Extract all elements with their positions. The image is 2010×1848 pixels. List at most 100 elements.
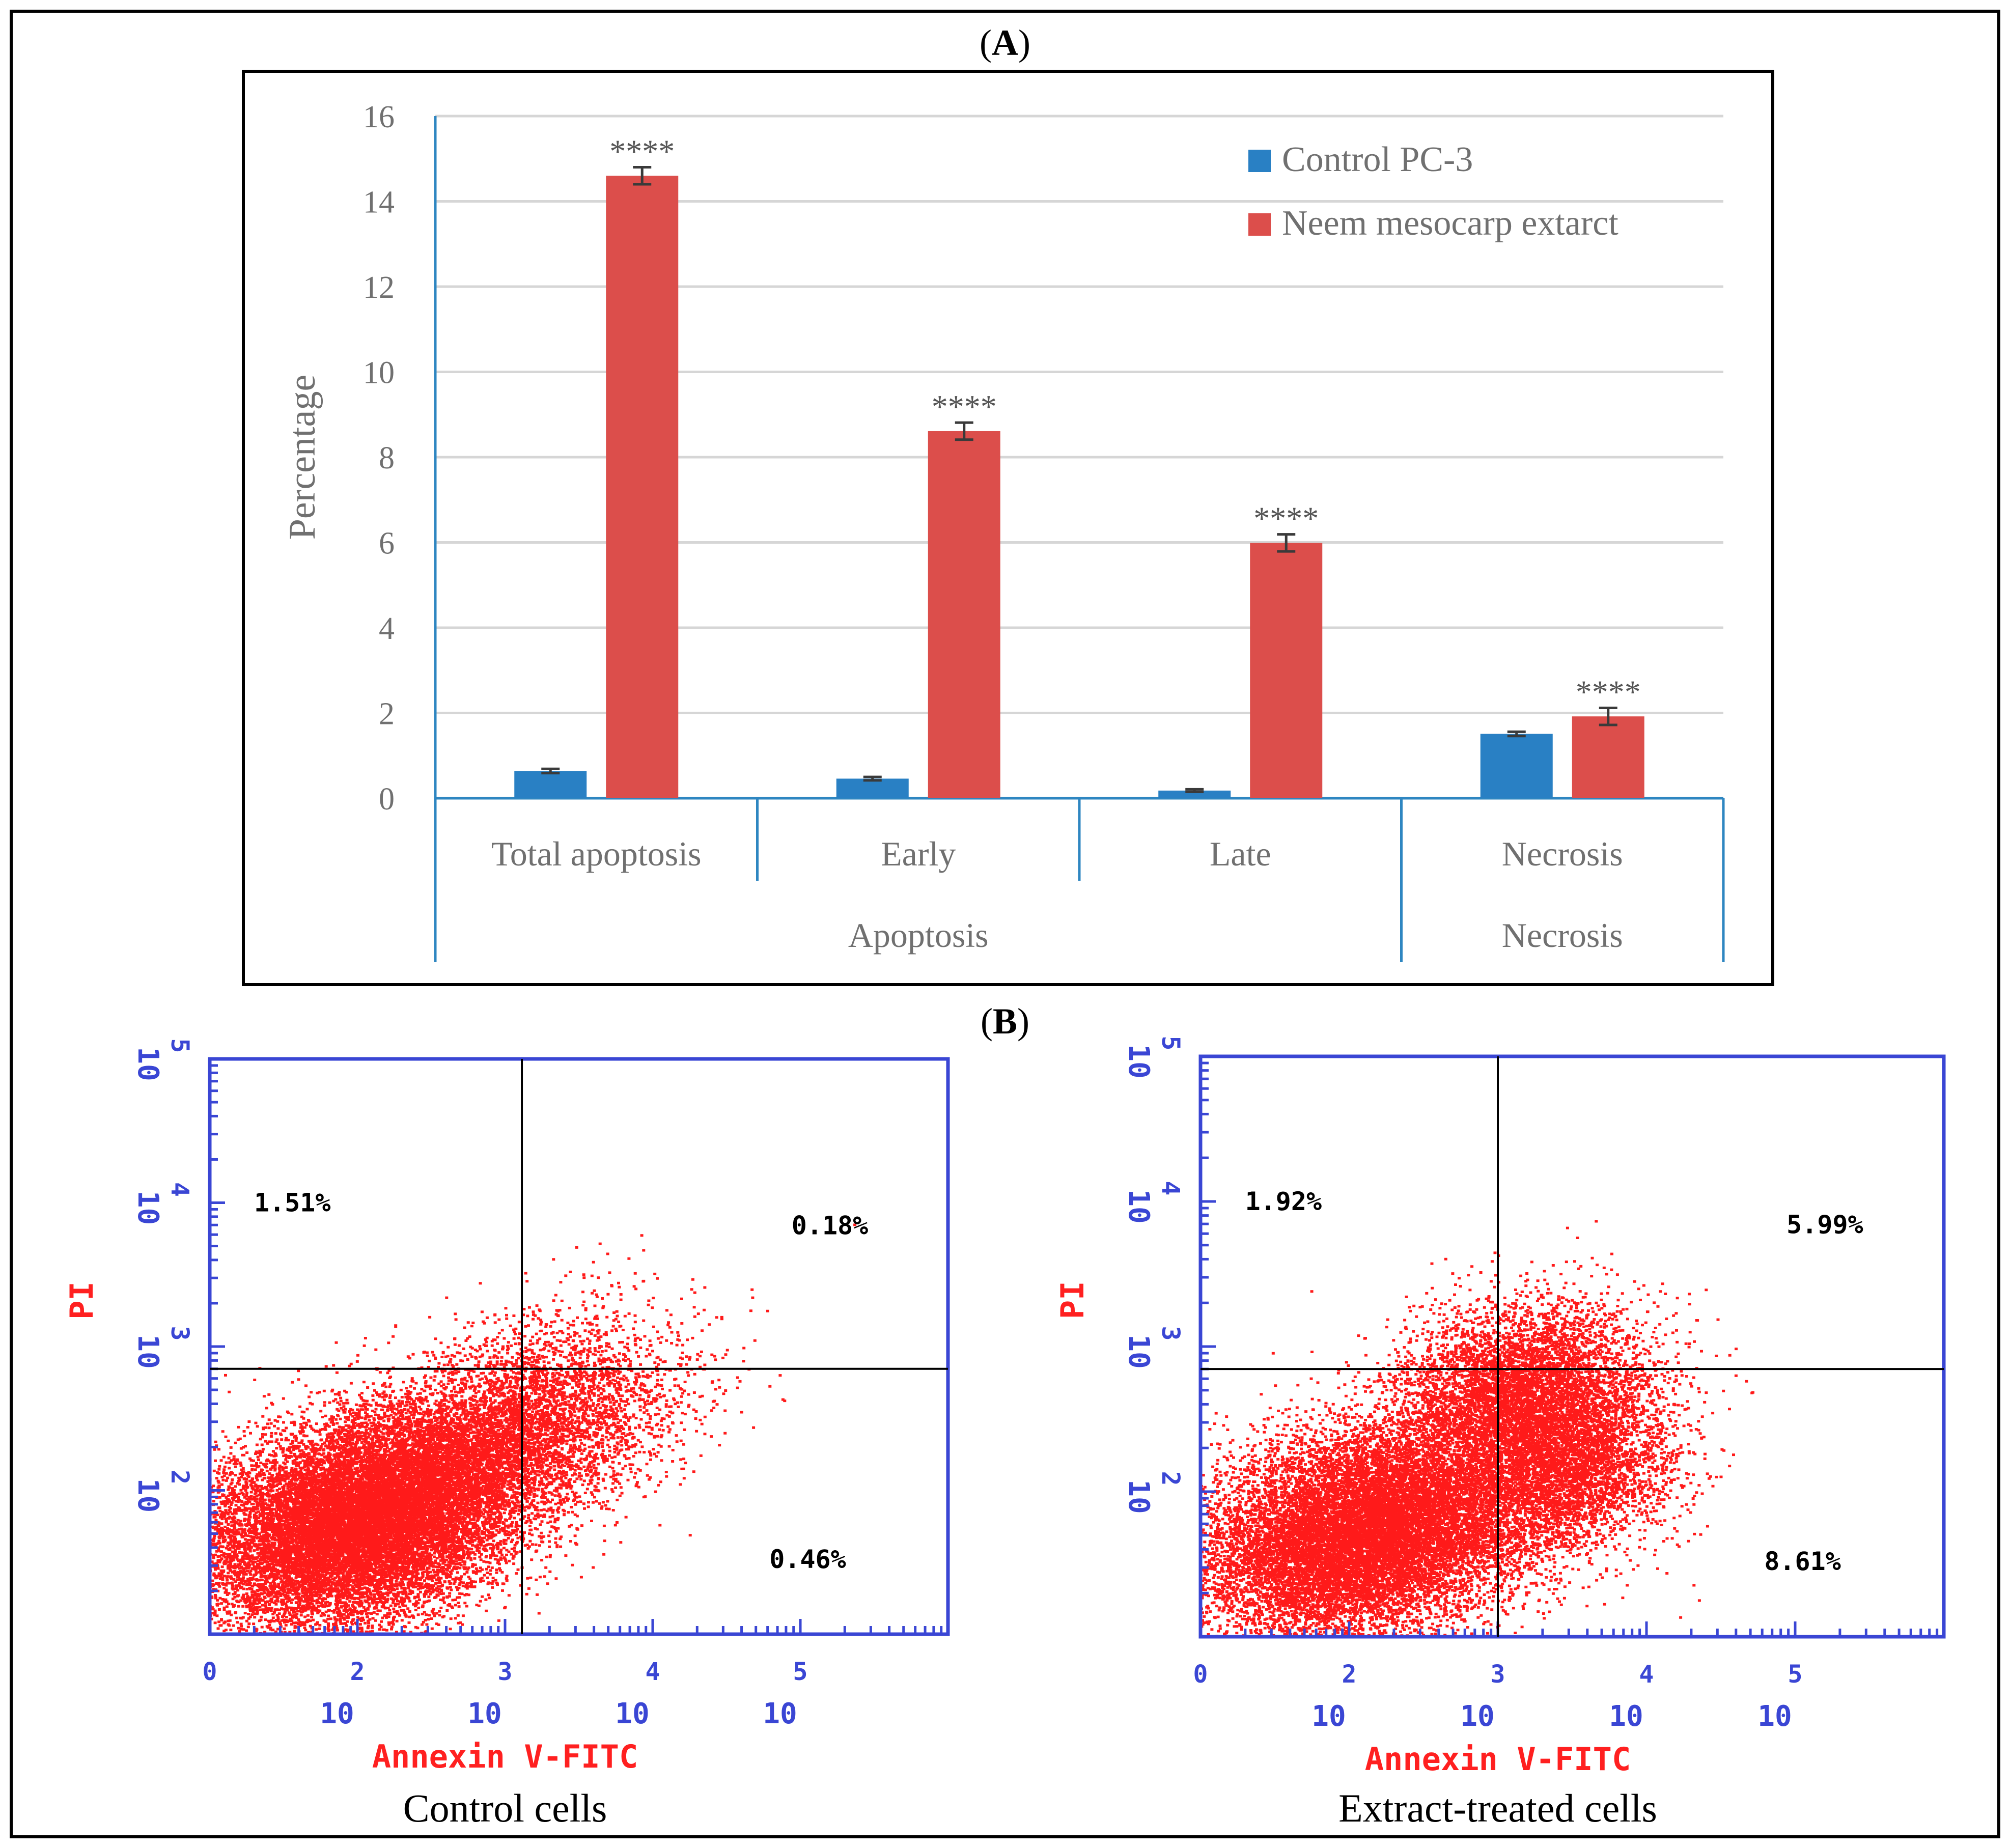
- quadrant-lower-right-label: 0.46%: [769, 1545, 846, 1574]
- bar-control-pc-3-necrosis: [1480, 734, 1553, 798]
- y-tick-label-4: 4: [379, 611, 395, 646]
- y-tick-exponent-3: 3: [1156, 1326, 1185, 1341]
- x-tick-exponent-3: 3: [1491, 1660, 1505, 1689]
- y-tick-exponent-4: 4: [1156, 1181, 1185, 1196]
- y-axis-title: Percentage: [282, 375, 323, 540]
- x-tick-label-necrosis: Necrosis: [1502, 834, 1623, 873]
- significance-label-necrosis: ****: [1576, 674, 1641, 710]
- y-tick-base-4: 10: [131, 1191, 164, 1225]
- quadrant-upper-right-label: 0.18%: [792, 1211, 869, 1241]
- x-tick-base-5: 10: [763, 1697, 797, 1730]
- x-tick-exponent-5: 5: [1788, 1660, 1803, 1689]
- x-tick-exponent-0: 0: [1193, 1660, 1208, 1689]
- x-tick-exponent-3: 3: [498, 1658, 513, 1686]
- scatter-dot-cloud: [210, 1223, 857, 1634]
- error-bar-neem-mesocarp-extarct-early: [955, 421, 973, 441]
- legend-swatch-control-pc-3: [1248, 150, 1271, 172]
- error-bar-neem-mesocarp-extarct-necrosis: [1599, 706, 1617, 726]
- x-tick-exponent-0: 0: [203, 1658, 217, 1686]
- error-bar-control-pc-3-early: [863, 775, 882, 782]
- quadrant-lower-right-label: 8.61%: [1764, 1547, 1841, 1576]
- y-tick-base-2: 10: [1122, 1479, 1155, 1514]
- y-tick-base-5: 10: [1122, 1044, 1155, 1078]
- panel-b-title: (B): [981, 1001, 1029, 1042]
- group-label-necrosis: Necrosis: [1502, 916, 1623, 955]
- y-tick-exponent-2: 2: [165, 1470, 194, 1485]
- significance-label-total-apoptosis: ****: [609, 133, 675, 170]
- bar-control-pc-3-late: [1158, 790, 1231, 798]
- bar-chart-frame: [242, 70, 1774, 986]
- quadrant-upper-right-label: 5.99%: [1786, 1210, 1863, 1240]
- bar-neem-mesocarp-extarct-early: [928, 431, 1000, 798]
- x-tick-base-2: 10: [1311, 1700, 1346, 1733]
- error-bar-control-pc-3-total-apoptosis: [541, 767, 560, 775]
- y-axis-title: PI: [63, 1281, 100, 1320]
- bar-control-pc-3-early: [836, 778, 909, 798]
- error-bar-control-pc-3-late: [1185, 788, 1204, 793]
- legend-swatch-neem-mesocarp-extarct: [1248, 213, 1271, 236]
- error-bar-neem-mesocarp-extarct-total-apoptosis: [633, 166, 652, 186]
- error-bar-control-pc-3-necrosis: [1507, 730, 1526, 738]
- scatter-dot-cloud: [1201, 1220, 1754, 1637]
- y-tick-label-2: 2: [379, 697, 395, 732]
- x-tick-exponent-4: 4: [646, 1658, 660, 1686]
- scatter-dots: [210, 1223, 857, 1634]
- y-tick-base-2: 10: [131, 1478, 164, 1513]
- panel-a-close-paren: ): [1018, 22, 1030, 63]
- group-label-apoptosis: Apoptosis: [848, 916, 989, 955]
- y-tick-label-8: 8: [379, 441, 395, 475]
- x-tick-base-4: 10: [1609, 1700, 1643, 1733]
- legend-label-neem-mesocarp-extarct: Neem mesocarp extarct: [1282, 204, 1618, 243]
- y-axis-title: PI: [1054, 1281, 1091, 1319]
- bar-control-pc-3-total-apoptosis: [514, 771, 587, 798]
- error-bar-neem-mesocarp-extarct-late: [1277, 533, 1296, 553]
- x-tick-label-late: Late: [1210, 834, 1271, 873]
- y-tick-label-0: 0: [379, 782, 395, 817]
- y-tick-exponent-5: 5: [1156, 1036, 1185, 1051]
- y-tick-label-16: 16: [363, 100, 395, 134]
- figure-border: [10, 10, 2000, 1838]
- panel-a-title: (A): [980, 22, 1030, 63]
- x-axis-title: Annexin V-FITC: [1365, 1741, 1631, 1778]
- panel-b-open-paren: (: [981, 1001, 993, 1042]
- flow-plot-control: 0 2103104105102103104105101.51%0.18%0.46%…: [63, 1039, 950, 1830]
- y-tick-label-12: 12: [363, 270, 395, 305]
- y-tick-exponent-4: 4: [165, 1182, 194, 1197]
- y-tick-exponent-5: 5: [165, 1039, 194, 1053]
- x-tick-base-3: 10: [1460, 1700, 1494, 1733]
- y-tick-exponent-3: 3: [165, 1326, 194, 1341]
- quadrant-upper-left-label: 1.51%: [254, 1188, 331, 1217]
- quadrant-upper-left-label: 1.92%: [1245, 1187, 1322, 1216]
- x-tick-exponent-4: 4: [1639, 1660, 1654, 1689]
- x-tick-label-early: Early: [881, 834, 956, 873]
- flow-plot-treated: 0 2103104105102103104105101.92%5.99%8.61%…: [1054, 1036, 1946, 1830]
- significance-label-early: ****: [932, 388, 997, 425]
- plot-caption: Control cells: [403, 1786, 607, 1830]
- legend-label-control-pc-3: Control PC-3: [1282, 140, 1473, 179]
- y-tick-base-3: 10: [1122, 1334, 1155, 1368]
- x-tick-exponent-2: 2: [1342, 1660, 1357, 1689]
- y-tick-label-6: 6: [379, 526, 395, 561]
- y-tick-exponent-2: 2: [1156, 1471, 1185, 1486]
- scatter-dots: [1201, 1220, 1754, 1637]
- bar-neem-mesocarp-extarct-total-apoptosis: [606, 176, 679, 798]
- panel-b-letter: B: [993, 1001, 1017, 1042]
- bar-neem-mesocarp-extarct-late: [1250, 543, 1323, 798]
- x-tick-exponent-2: 2: [350, 1658, 365, 1686]
- x-tick-base-5: 10: [1757, 1700, 1792, 1733]
- y-tick-base-3: 10: [131, 1334, 164, 1368]
- x-tick-label-total-apoptosis: Total apoptosis: [491, 834, 702, 873]
- significance-label-late: ****: [1253, 500, 1319, 537]
- x-tick-base-2: 10: [320, 1697, 354, 1730]
- y-tick-base-5: 10: [131, 1047, 164, 1081]
- x-axis-title: Annexin V-FITC: [372, 1738, 638, 1775]
- panel-a-open-paren: (: [980, 22, 992, 63]
- x-tick-base-3: 10: [467, 1697, 501, 1730]
- plot-caption: Extract-treated cells: [1338, 1786, 1657, 1830]
- panel-b-close-paren: ): [1017, 1001, 1029, 1042]
- y-tick-base-4: 10: [1122, 1189, 1155, 1223]
- x-tick-base-4: 10: [615, 1697, 649, 1730]
- bar-chart: 0 2 4 6 8 10 12 14 16 Percentage Total apoptosis **…: [282, 100, 1725, 962]
- panel-a-letter: A: [992, 22, 1018, 63]
